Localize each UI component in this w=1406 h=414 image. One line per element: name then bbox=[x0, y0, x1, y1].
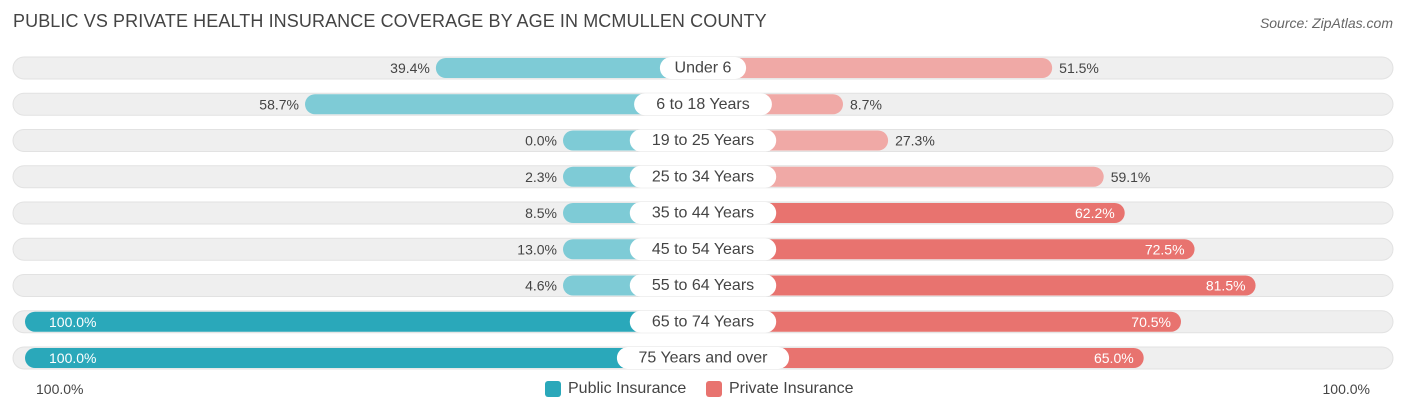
public-bar bbox=[435, 58, 703, 78]
public-value-label: 13.0% bbox=[517, 241, 557, 257]
legend-item-private: Private Insurance bbox=[706, 380, 854, 398]
category-pill bbox=[629, 274, 777, 297]
category-pill bbox=[659, 57, 747, 79]
category-pill bbox=[634, 93, 772, 116]
private-bar bbox=[703, 239, 1195, 260]
public-value-label: 100.0% bbox=[49, 314, 96, 330]
public-value-label: 8.5% bbox=[525, 205, 557, 221]
public-value-label: 4.6% bbox=[525, 278, 557, 294]
chart: 39.4% 51.5% Under 6 58.7% 8.7% 6 to 18 Years 0… bbox=[12, 56, 1394, 370]
private-bar bbox=[703, 58, 1053, 78]
private-bar bbox=[703, 203, 1125, 223]
public-value-label: 39.4% bbox=[390, 60, 430, 76]
category-label: Under 6 bbox=[675, 60, 732, 77]
category-pill bbox=[616, 347, 790, 369]
axis-right-label: 100.0% bbox=[1322, 381, 1370, 397]
category-label: 65 to 74 Years bbox=[652, 313, 754, 330]
legend: Public Insurance Private Insurance bbox=[0, 378, 1406, 402]
legend-label-public: Public Insurance bbox=[568, 380, 687, 397]
chart-title: PUBLIC VS PRIVATE HEALTH INSURANCE COVER… bbox=[13, 11, 767, 31]
public-value-label: 2.3% bbox=[525, 169, 557, 185]
category-pill bbox=[629, 129, 777, 152]
category-label: 45 to 54 Years bbox=[652, 241, 754, 258]
private-bar bbox=[703, 311, 1181, 332]
axis-left-label: 100.0% bbox=[36, 381, 84, 397]
category-label: 19 to 25 Years bbox=[652, 132, 754, 149]
public-bar bbox=[305, 94, 703, 115]
public-value-label: 100.0% bbox=[49, 350, 96, 366]
public-bar bbox=[25, 311, 703, 332]
private-bar bbox=[703, 275, 1256, 296]
source-label: Source: ZipAtlas.com bbox=[1259, 15, 1393, 31]
category-pill bbox=[629, 202, 777, 224]
public-value-label: 58.7% bbox=[259, 96, 299, 112]
private-value-label: 72.5% bbox=[1145, 241, 1185, 257]
private-value-label: 81.5% bbox=[1206, 278, 1246, 294]
private-value-label: 65.0% bbox=[1094, 350, 1134, 366]
private-bar bbox=[703, 166, 1104, 187]
category-label: 25 to 34 Years bbox=[652, 168, 754, 185]
legend-item-public: Public Insurance bbox=[545, 380, 686, 398]
category-label: 35 to 44 Years bbox=[652, 205, 754, 222]
private-value-label: 62.2% bbox=[1075, 205, 1115, 221]
private-value-label: 8.7% bbox=[850, 96, 882, 112]
category-label: 75 Years and over bbox=[639, 350, 769, 367]
category-label: 55 to 64 Years bbox=[652, 277, 754, 294]
public-bar bbox=[25, 348, 703, 368]
private-value-label: 51.5% bbox=[1059, 60, 1099, 76]
public-value-label: 0.0% bbox=[525, 133, 557, 149]
category-pill bbox=[629, 238, 777, 261]
legend-swatch-private bbox=[706, 381, 722, 397]
private-value-label: 59.1% bbox=[1111, 169, 1151, 185]
private-value-label: 70.5% bbox=[1131, 314, 1171, 330]
private-bar bbox=[703, 348, 1144, 368]
category-pill bbox=[629, 310, 777, 333]
category-pill bbox=[629, 165, 777, 188]
legend-label-private: Private Insurance bbox=[729, 380, 854, 397]
category-label: 6 to 18 Years bbox=[656, 96, 749, 113]
legend-swatch-public bbox=[545, 381, 561, 397]
private-value-label: 27.3% bbox=[895, 133, 935, 149]
